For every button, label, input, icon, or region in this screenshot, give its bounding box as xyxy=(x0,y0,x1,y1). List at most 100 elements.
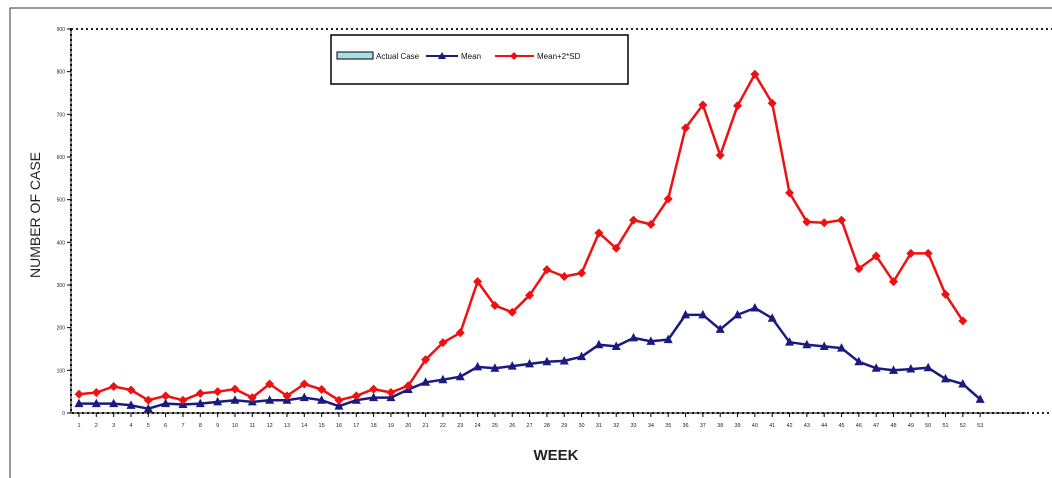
data-point-mean-2-sd xyxy=(577,268,587,278)
data-point-mean-2-sd xyxy=(698,100,708,110)
data-point-mean-2-sd xyxy=(91,388,101,398)
data-point-mean xyxy=(473,361,483,371)
x-tick-label: 10 xyxy=(232,423,238,429)
data-point-mean-2-sd xyxy=(455,328,465,338)
legend: Actual Case Mean Mean+2*SD xyxy=(330,34,629,85)
x-ticks: 1 2 3 4 5 6 7 8 9 10 11 12 13 14 15 16 17 18 19 20 21 22 23 24 2… xyxy=(77,413,983,429)
data-point-mean-2-sd xyxy=(767,98,777,108)
x-tick-label: 5 xyxy=(147,423,150,429)
x-tick-label: 28 xyxy=(544,423,550,429)
x-axis-title: WEEK xyxy=(534,447,579,464)
data-point-mean xyxy=(767,313,777,322)
data-point-mean xyxy=(213,396,223,406)
outer-frame xyxy=(9,7,1052,478)
data-point-mean xyxy=(854,356,864,366)
x-tick-label: 4 xyxy=(129,423,132,429)
data-point-mean-2-sd xyxy=(507,307,517,317)
data-point-mean-2-sd xyxy=(282,391,292,401)
data-point-mean xyxy=(143,403,153,413)
data-point-mean-2-sd xyxy=(490,300,500,310)
data-point-mean-2-sd xyxy=(906,248,916,258)
x-tick-label: 52 xyxy=(960,423,966,429)
data-point-mean xyxy=(334,401,344,410)
x-tick-label: 1 xyxy=(77,423,80,429)
data-point-mean xyxy=(507,361,517,370)
x-tick-label: 16 xyxy=(336,423,342,429)
data-point-mean-2-sd xyxy=(559,271,569,281)
data-point-mean-2-sd xyxy=(334,395,344,405)
data-point-mean xyxy=(906,364,916,373)
x-tick-label: 53 xyxy=(977,423,983,429)
data-point-mean-2-sd xyxy=(594,228,604,238)
plot-area xyxy=(70,28,1052,414)
x-tick-label: 43 xyxy=(804,423,810,429)
x-tick-label: 41 xyxy=(769,423,775,429)
data-point-mean xyxy=(421,377,431,386)
x-tick-label: 51 xyxy=(942,423,948,429)
x-tick-label: 40 xyxy=(752,423,758,429)
data-point-mean-2-sd xyxy=(161,391,171,401)
y-axis-title: NUMBER OF CASE xyxy=(27,152,43,278)
data-point-mean xyxy=(646,336,656,345)
data-point-mean-2-sd xyxy=(663,194,673,204)
data-point-mean-2-sd xyxy=(733,101,743,111)
data-point-mean-2-sd xyxy=(178,395,188,405)
data-point-mean xyxy=(923,362,933,372)
data-point-mean xyxy=(230,395,240,404)
data-point-mean xyxy=(195,398,205,408)
data-point-mean-2-sd xyxy=(247,393,257,403)
data-point-mean-2-sd xyxy=(403,381,413,391)
data-point-mean-2-sd xyxy=(525,290,535,300)
data-point-mean-2-sd xyxy=(837,215,847,225)
y-tick-label: 100 xyxy=(57,368,66,374)
data-point-mean xyxy=(871,363,881,372)
data-point-mean-2-sd xyxy=(473,277,483,287)
legend-marker-mean-2sd xyxy=(510,52,518,60)
data-point-mean-2-sd xyxy=(195,388,205,398)
x-tick-label: 39 xyxy=(734,423,740,429)
legend-swatch-actual-case xyxy=(336,51,374,60)
x-tick-label: 42 xyxy=(786,423,792,429)
data-point-mean xyxy=(455,371,465,381)
x-tick-label: 15 xyxy=(319,423,325,429)
data-point-mean-2-sd xyxy=(421,355,431,365)
data-point-mean xyxy=(91,398,101,408)
legend-label-mean-2sd: Mean+2*SD xyxy=(537,52,581,61)
y-tick-label: 300 xyxy=(57,283,66,289)
x-tick-label: 19 xyxy=(388,423,394,429)
y-tick-label: 200 xyxy=(57,326,66,332)
x-tick-label: 12 xyxy=(267,423,273,429)
data-point-mean-2-sd xyxy=(785,188,795,198)
x-tick-label: 46 xyxy=(856,423,862,429)
data-point-mean-2-sd xyxy=(646,219,656,229)
x-tick-label: 38 xyxy=(717,423,723,429)
data-point-mean-2-sd xyxy=(542,265,552,275)
x-tick-label: 25 xyxy=(492,423,498,429)
legend-marker-mean xyxy=(438,52,446,59)
x-tick-label: 22 xyxy=(440,423,446,429)
data-point-mean-2-sd xyxy=(369,384,379,394)
x-tick-label: 2 xyxy=(95,423,98,429)
x-tick-label: 17 xyxy=(353,423,359,429)
data-point-mean-2-sd xyxy=(213,387,223,397)
data-point-mean xyxy=(265,395,275,404)
data-point-mean-2-sd xyxy=(386,388,396,398)
data-point-mean-2-sd xyxy=(265,379,275,389)
legend-label-actual-case: Actual Case xyxy=(376,52,420,61)
x-tick-label: 14 xyxy=(301,423,307,429)
legend-label-mean: Mean xyxy=(461,52,481,61)
data-point-mean xyxy=(161,398,171,408)
x-tick-label: 34 xyxy=(648,423,654,429)
data-point-mean-2-sd xyxy=(871,251,881,261)
series-line-mean xyxy=(79,306,982,410)
data-point-mean xyxy=(369,392,379,402)
x-tick-label: 35 xyxy=(665,423,671,429)
x-tick-label: 21 xyxy=(423,423,429,429)
data-point-mean-2-sd xyxy=(889,277,899,287)
data-point-mean xyxy=(109,398,119,408)
x-tick-label: 8 xyxy=(199,423,202,429)
data-point-mean xyxy=(525,358,535,368)
data-point-mean-2-sd xyxy=(629,215,639,225)
x-tick-label: 20 xyxy=(405,423,411,429)
y-ticks: 0 100 200 300 400 500 600 700 800 900 xyxy=(57,27,71,417)
